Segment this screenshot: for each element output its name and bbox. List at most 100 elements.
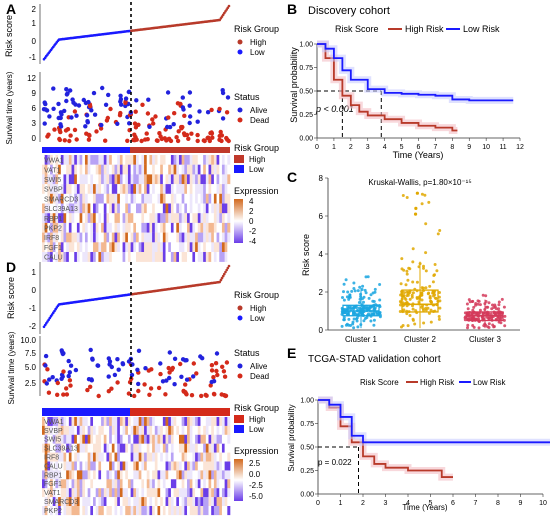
heat-cell [50, 425, 54, 435]
heat-cell [219, 488, 223, 498]
heat-cell [211, 252, 215, 262]
heat-cell [74, 417, 78, 427]
heat-cell [125, 222, 129, 233]
heat-cell [82, 203, 86, 214]
heat-cell [63, 452, 67, 462]
heat-cell [50, 222, 54, 233]
heat-cell [47, 479, 51, 489]
dead-point [140, 102, 145, 108]
heat-cell [216, 242, 220, 253]
heat-cell [157, 164, 161, 175]
heat-cell [106, 252, 110, 262]
jitter-point [378, 298, 382, 302]
heat-cell [149, 252, 153, 262]
heat-cell [162, 443, 166, 453]
heat-cell [146, 434, 150, 444]
b-ylabel: Survival probability [289, 47, 299, 123]
heat-cell [189, 213, 193, 224]
a-legend-expr-bar [234, 199, 243, 243]
heat-cell [71, 155, 75, 165]
heat-cell [205, 174, 209, 185]
heat-cell [114, 443, 118, 453]
heat-cell [213, 222, 217, 233]
alive-point [59, 112, 64, 117]
heat-cell [205, 425, 209, 435]
heat-cell [227, 497, 231, 507]
heat-cell [187, 174, 191, 185]
heat-cell [114, 425, 118, 435]
dead-point [123, 100, 128, 106]
heat-cell [173, 232, 177, 243]
gene-label: PKP2 [44, 226, 62, 233]
heat-cell [157, 174, 161, 185]
heat-cell [224, 252, 228, 262]
gene-label: VAT1 [44, 490, 61, 497]
heat-cell [168, 506, 172, 516]
heat-cell [101, 222, 105, 233]
heat-cell [203, 242, 207, 253]
a-surv-tick: 3 [32, 119, 37, 128]
heat-cell [130, 425, 134, 435]
heat-cell [114, 506, 118, 516]
heat-cell [141, 203, 145, 214]
heat-cell [52, 506, 56, 516]
heat-cell [216, 488, 220, 498]
alive-point [165, 124, 170, 130]
dead-point [222, 374, 228, 379]
d-legend-heat-risk-title: Risk Group [234, 403, 279, 413]
heat-cell [157, 184, 161, 194]
heat-cell [52, 222, 56, 233]
alive-point [99, 122, 104, 128]
heat-cell [197, 425, 201, 435]
a-legend-dead-swatch [237, 117, 243, 123]
heat-cell [66, 193, 70, 204]
heat-cell [197, 470, 201, 480]
heat-cell [50, 461, 54, 471]
heat-cell [68, 203, 72, 214]
heat-cell [138, 222, 142, 233]
heat-cell [165, 506, 169, 516]
alive-point [106, 92, 111, 98]
heat-cell [224, 470, 228, 480]
jitter-point [422, 266, 425, 270]
heat-cell [130, 193, 134, 204]
panel-letter-d: D [6, 259, 16, 275]
heat-cell [66, 242, 70, 253]
alive-point [47, 377, 52, 382]
dead-point [164, 138, 169, 143]
heat-cell [208, 461, 212, 471]
heat-cell [44, 222, 48, 233]
heat-cell [219, 461, 223, 471]
jitter-point [478, 308, 482, 312]
heat-cell [165, 452, 169, 462]
heat-cell [211, 213, 215, 224]
alive-point [42, 100, 47, 105]
heat-cell [208, 242, 212, 253]
heat-cell [55, 203, 59, 214]
heat-cell [141, 164, 145, 175]
heat-cell [114, 461, 118, 471]
heat-cell [111, 452, 115, 462]
risk-point [221, 274, 225, 278]
heat-cell [71, 488, 75, 498]
jitter-point [437, 315, 441, 318]
heat-cell [152, 497, 156, 507]
dead-point [217, 133, 222, 139]
heat-cell [146, 417, 150, 427]
dead-point [146, 368, 151, 373]
heat-cell [103, 155, 107, 165]
heat-cell [173, 470, 177, 480]
heat-cell [47, 203, 51, 214]
heat-cell [170, 470, 174, 480]
jitter-point [489, 312, 493, 316]
heat-cell [178, 434, 182, 444]
heat-cell [133, 461, 137, 471]
jitter-point [405, 312, 409, 316]
heat-cell [192, 443, 196, 453]
heat-cell [189, 461, 193, 471]
heat-cell [141, 242, 145, 253]
heat-cell [95, 497, 99, 507]
a-status-scatter [41, 85, 231, 144]
heat-cell [52, 193, 56, 204]
heat-cell [184, 452, 188, 462]
